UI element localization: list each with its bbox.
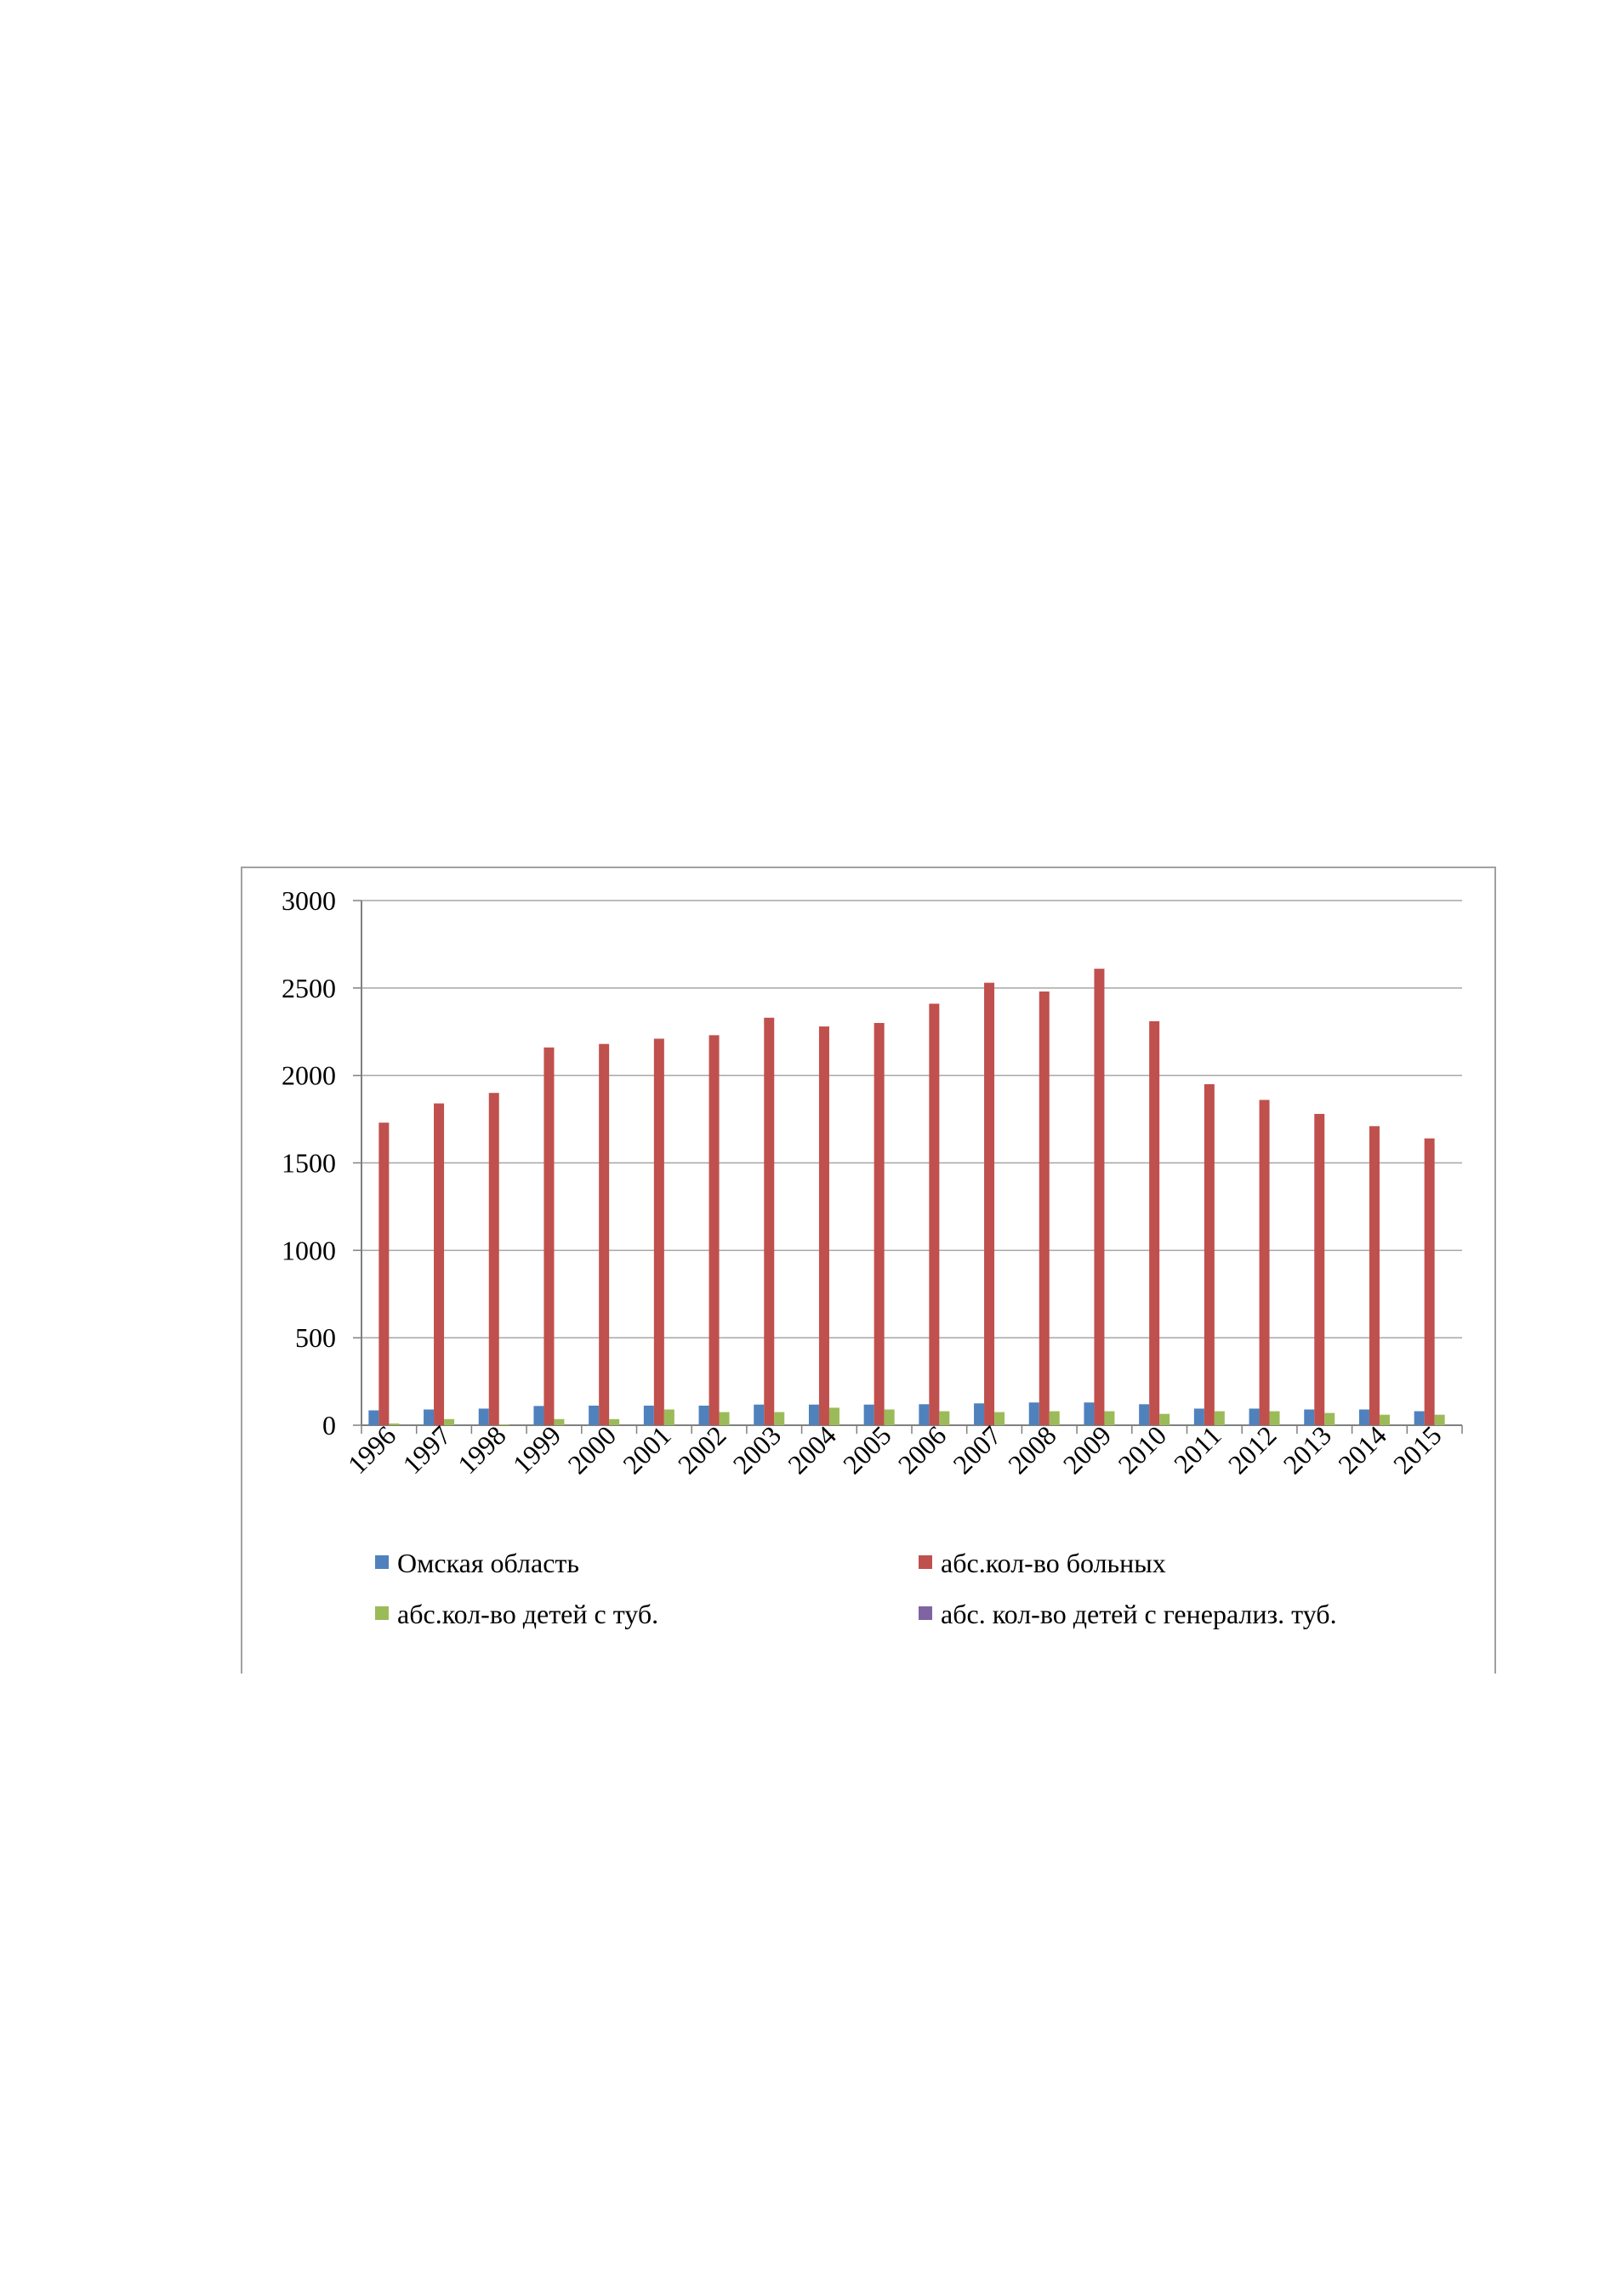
bar-chart: 0 500 1000 1500 2000 2500 3000 1996199719981999…	[282, 885, 1463, 1629]
y-tick-label: 500	[295, 1322, 336, 1353]
x-tick-label: 1996	[342, 1419, 402, 1480]
bar	[663, 1409, 674, 1425]
legend-swatch	[375, 1606, 389, 1620]
legend-label: абс. кол-во детей с генерализ. туб.	[941, 1599, 1337, 1629]
bar	[1259, 1100, 1270, 1425]
legend-swatch	[375, 1555, 389, 1569]
bar	[929, 1003, 940, 1425]
bar	[378, 1122, 390, 1425]
y-tick-label: 2000	[282, 1060, 336, 1091]
bar	[994, 1412, 1005, 1425]
bar	[939, 1411, 950, 1425]
x-tick-label: 1999	[507, 1419, 567, 1480]
legend-label: Омская область	[397, 1548, 579, 1578]
bar	[1434, 1414, 1445, 1425]
x-tick-label: 2004	[782, 1419, 842, 1480]
bar	[1084, 1402, 1095, 1425]
bar	[1379, 1414, 1390, 1425]
bar	[1204, 1083, 1215, 1425]
bar	[368, 1410, 379, 1425]
x-tick-label: 2009	[1057, 1419, 1118, 1480]
bar	[1414, 1411, 1425, 1425]
y-tick-label: 1500	[282, 1148, 336, 1179]
bar	[1028, 1402, 1039, 1425]
bar	[1304, 1409, 1315, 1425]
x-tick-label: 2000	[561, 1419, 622, 1480]
bar	[1214, 1411, 1225, 1425]
bar	[874, 1022, 885, 1425]
bar	[1358, 1409, 1369, 1425]
x-tick-label: 2006	[892, 1419, 953, 1480]
legend-label: абс.кол-во больных	[941, 1548, 1166, 1578]
bar	[533, 1406, 544, 1425]
bar	[478, 1408, 489, 1425]
bar	[1139, 1404, 1150, 1425]
x-tick-label: 1997	[396, 1419, 457, 1480]
x-tick-label: 2001	[617, 1419, 677, 1480]
bar	[599, 1043, 610, 1425]
bar	[1424, 1138, 1435, 1425]
y-tick-label: 2500	[282, 973, 336, 1003]
bar	[1104, 1411, 1115, 1425]
bar	[1149, 1020, 1160, 1425]
bar	[1369, 1126, 1380, 1425]
bar	[1094, 969, 1105, 1425]
bar	[488, 1093, 499, 1425]
bar	[774, 1412, 785, 1425]
bar	[863, 1404, 874, 1425]
x-tick-label: 2002	[672, 1419, 732, 1480]
bar	[919, 1404, 930, 1425]
bar	[764, 1017, 775, 1425]
bar	[1249, 1408, 1260, 1425]
y-tick-label: 3000	[282, 885, 336, 916]
bar	[589, 1405, 600, 1425]
x-tick-label: 2005	[837, 1419, 897, 1480]
bar	[1269, 1411, 1280, 1425]
y-tick-label: 0	[322, 1410, 336, 1441]
bar	[653, 1038, 664, 1425]
legend-swatch	[919, 1606, 932, 1620]
bar	[424, 1409, 435, 1425]
y-tick-label: 1000	[282, 1235, 336, 1265]
x-tick-label: 2012	[1222, 1419, 1283, 1480]
bar	[544, 1047, 555, 1425]
x-tick-label: 2015	[1387, 1419, 1448, 1480]
bar	[1049, 1411, 1060, 1425]
x-tick-label: 2013	[1277, 1419, 1337, 1480]
bar	[1159, 1413, 1170, 1425]
x-tick-label: 2007	[947, 1419, 1007, 1480]
bar	[554, 1418, 565, 1425]
bar	[389, 1423, 400, 1425]
legend-swatch	[919, 1555, 932, 1569]
bar	[754, 1404, 765, 1425]
bar	[698, 1405, 709, 1425]
bar	[719, 1412, 730, 1425]
bar	[1324, 1412, 1335, 1425]
x-tick-label: 2014	[1332, 1419, 1392, 1480]
bar	[1314, 1113, 1325, 1425]
x-tick-label: 2003	[726, 1419, 787, 1480]
bar	[498, 1424, 509, 1425]
bar	[1039, 991, 1050, 1425]
bar	[1193, 1408, 1204, 1425]
bar	[884, 1409, 895, 1425]
chart-frame: 0 500 1000 1500 2000 2500 3000 1996 1997 1998 1999…	[241, 867, 1496, 1674]
bar	[818, 1026, 829, 1425]
bar	[444, 1418, 455, 1425]
bar	[808, 1404, 819, 1425]
bar	[974, 1403, 985, 1425]
x-tick-label: 1998	[452, 1419, 512, 1480]
x-tick-label: 2010	[1112, 1419, 1172, 1480]
bar	[828, 1407, 839, 1425]
bar	[709, 1035, 720, 1425]
bar	[609, 1418, 620, 1425]
x-tick-label: 2008	[1002, 1419, 1062, 1480]
bar	[434, 1103, 445, 1425]
x-tick-label: 2011	[1168, 1419, 1227, 1479]
bar	[984, 982, 995, 1425]
legend-label: абс.кол-во детей с туб.	[397, 1599, 658, 1629]
bar	[643, 1405, 654, 1425]
